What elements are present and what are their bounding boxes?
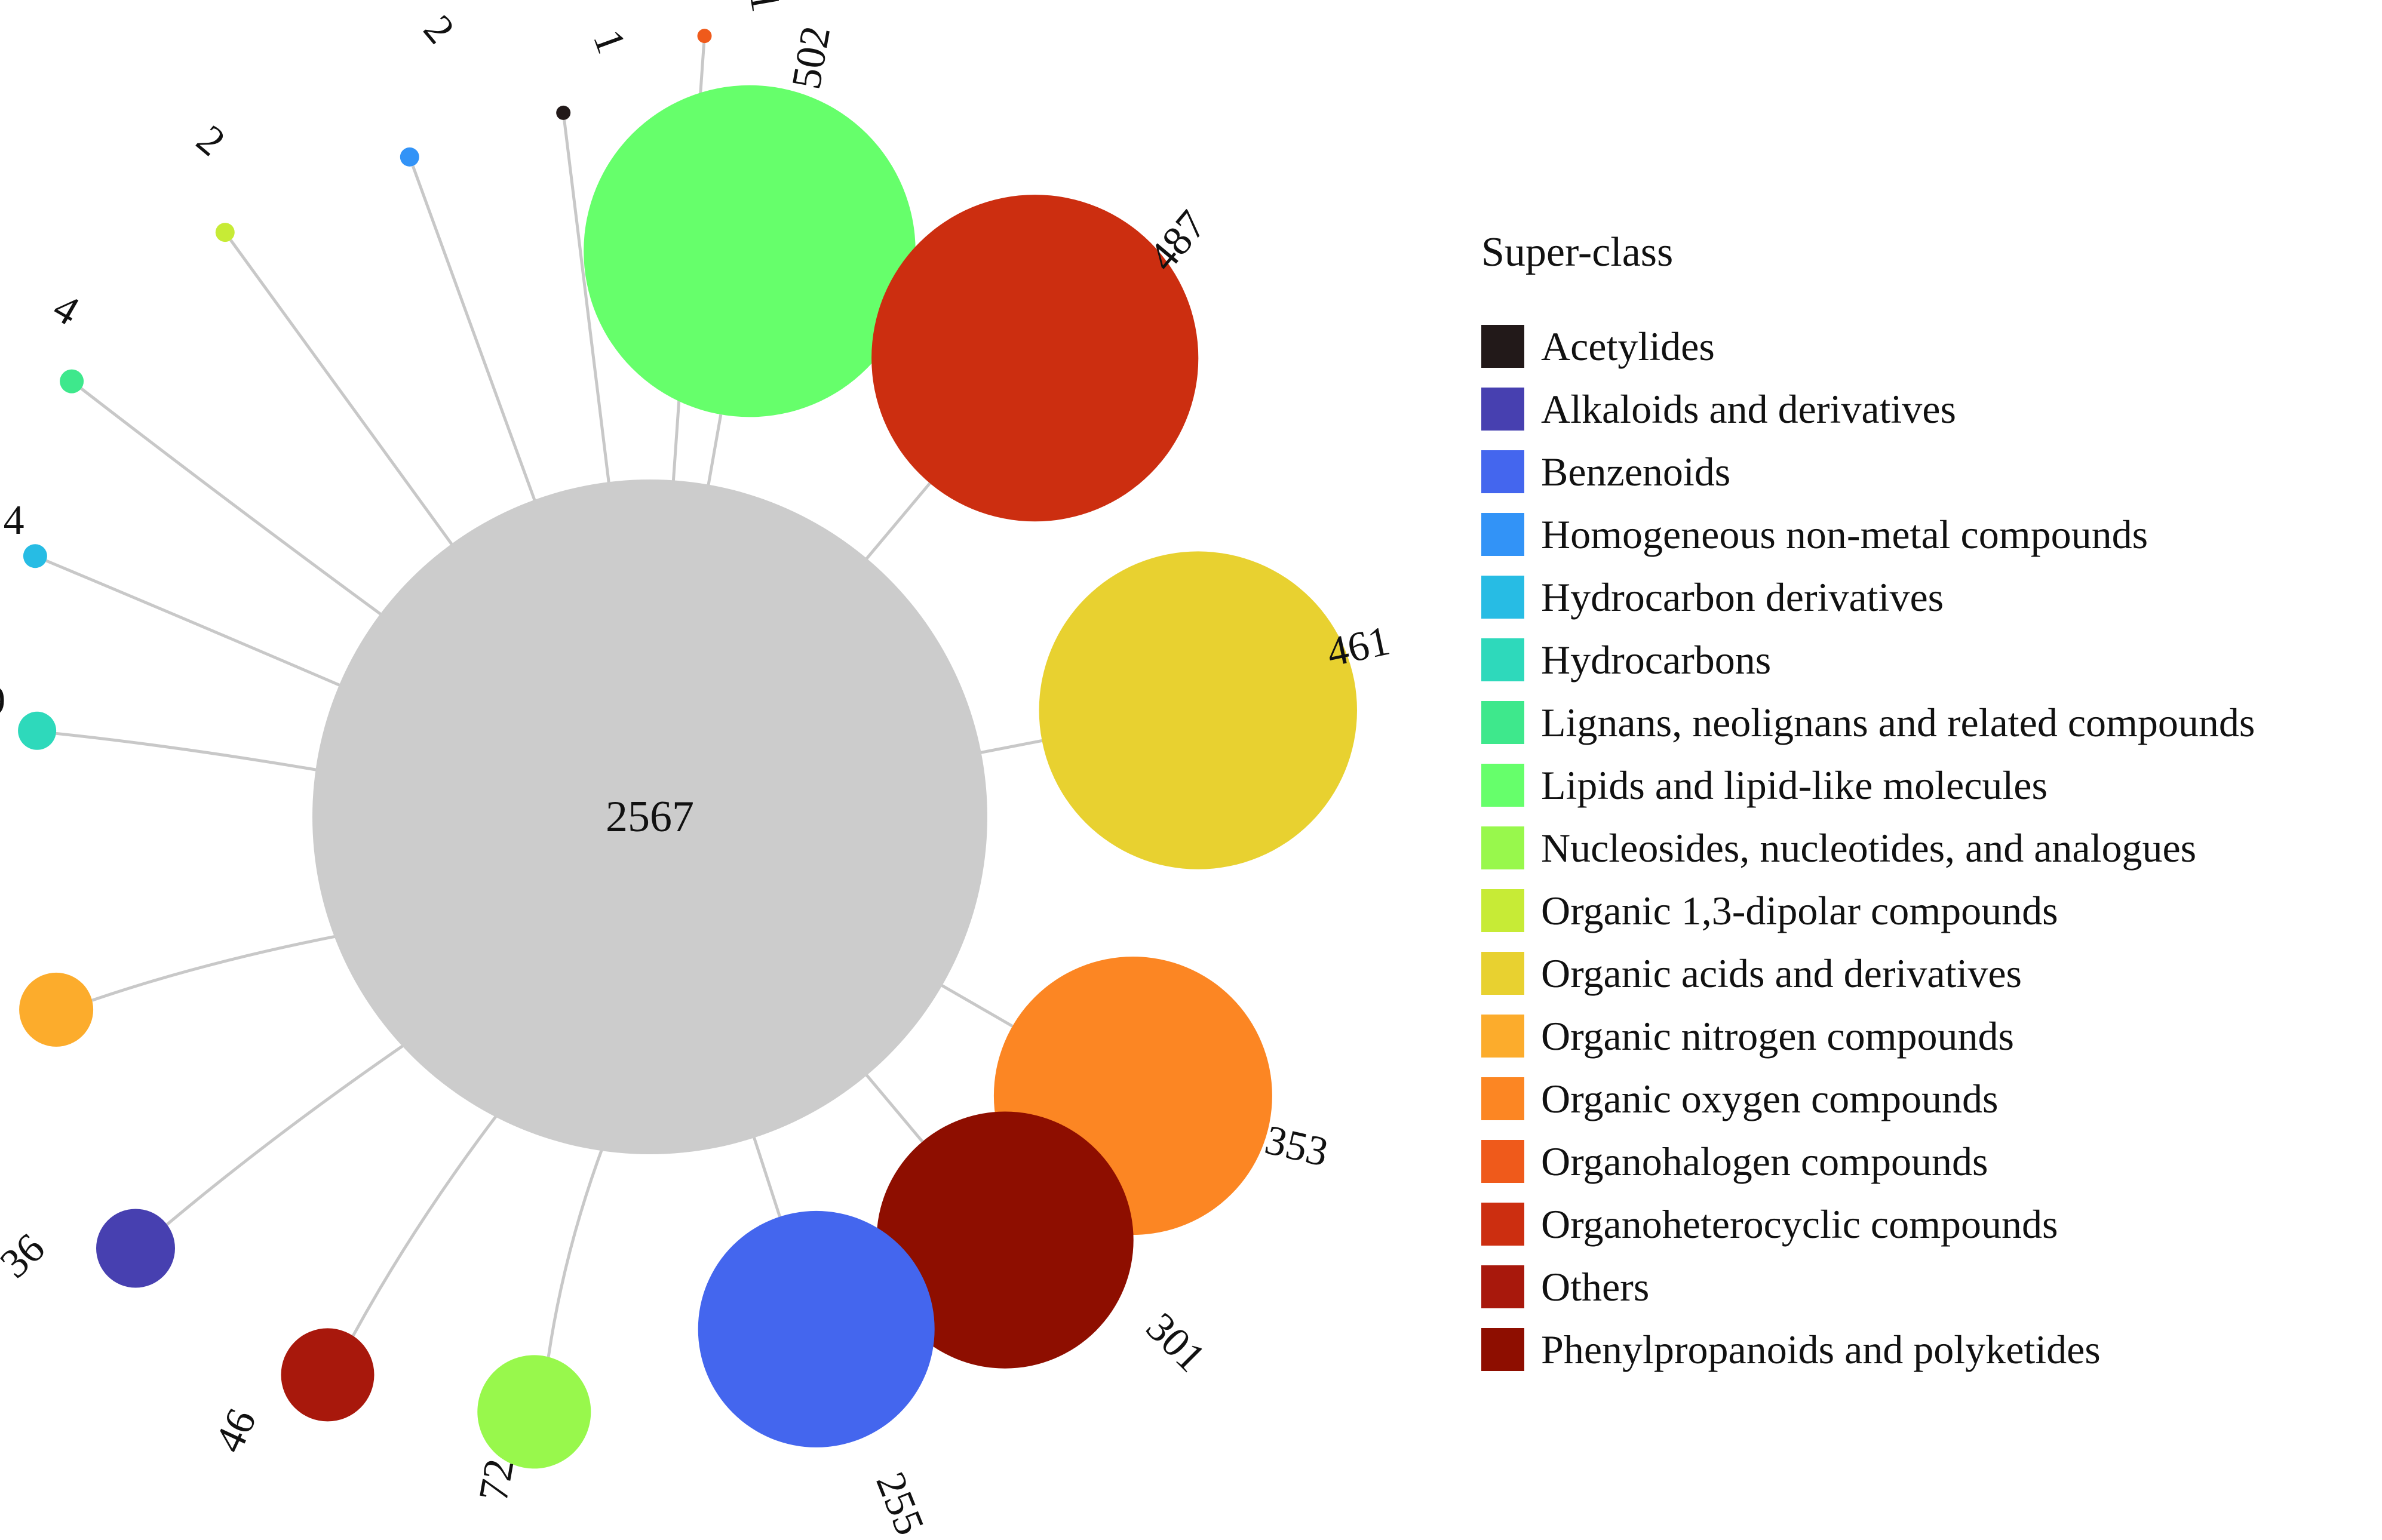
bubble-label-12: 4 bbox=[45, 284, 87, 334]
legend-label-12: Organic oxygen compounds bbox=[1541, 1076, 1999, 1121]
legend-label-9: Organic 1,3-dipolar compounds bbox=[1541, 888, 2058, 933]
bubble-label-3: 353 bbox=[1261, 1117, 1333, 1176]
legend-swatch-11 bbox=[1481, 1015, 1524, 1058]
legend-swatch-13 bbox=[1481, 1140, 1524, 1183]
legend-swatch-8 bbox=[1481, 826, 1524, 869]
bubble-6 bbox=[477, 1355, 591, 1469]
link-15 bbox=[563, 119, 612, 490]
bubble-label-0: 502 bbox=[783, 23, 839, 93]
bubble-11 bbox=[23, 544, 47, 568]
bubble-14 bbox=[400, 147, 419, 167]
legend-swatch-5 bbox=[1481, 638, 1524, 681]
legend-label-15: Others bbox=[1541, 1264, 1649, 1310]
link-6 bbox=[547, 1143, 606, 1357]
legend-swatch-0 bbox=[1481, 325, 1524, 368]
legend-label-3: Homogeneous non-metal compounds bbox=[1541, 512, 2148, 557]
bubble-15 bbox=[556, 105, 571, 120]
legend-label-11: Organic nitrogen compounds bbox=[1541, 1013, 2014, 1059]
link-1 bbox=[861, 482, 931, 565]
link-3 bbox=[935, 980, 1014, 1028]
legend-label-13: Organohalogen compounds bbox=[1541, 1139, 1988, 1184]
bubble-7 bbox=[281, 1328, 375, 1422]
bubble-13 bbox=[215, 223, 235, 242]
link-4 bbox=[861, 1068, 924, 1143]
link-13 bbox=[229, 239, 458, 551]
bubble-label-11: 4 bbox=[4, 497, 24, 543]
link-14 bbox=[411, 165, 539, 508]
legend-swatch-10 bbox=[1481, 952, 1524, 995]
legend-swatch-2 bbox=[1481, 450, 1524, 493]
link-0 bbox=[705, 414, 723, 492]
bubble-16 bbox=[697, 29, 712, 44]
link-11 bbox=[45, 559, 346, 690]
bubble-9 bbox=[19, 972, 94, 1047]
legend-swatch-12 bbox=[1481, 1077, 1524, 1120]
bubble-label-7: 46 bbox=[206, 1402, 265, 1459]
legend-swatch-15 bbox=[1481, 1265, 1524, 1308]
bubble-1 bbox=[871, 195, 1199, 522]
legend-swatch-14 bbox=[1481, 1203, 1524, 1246]
legend-swatch-7 bbox=[1481, 764, 1524, 807]
bubble-label-5: 255 bbox=[867, 1466, 933, 1540]
center-layer: 2567 bbox=[312, 479, 987, 1154]
center-bubble-label: 2567 bbox=[606, 792, 694, 841]
legend-swatch-6 bbox=[1481, 701, 1524, 744]
bubble-label-10: 9 bbox=[0, 678, 5, 724]
bubble-label-2: 461 bbox=[1323, 618, 1394, 676]
bubble-4 bbox=[876, 1111, 1134, 1369]
bubble-label-14: 2 bbox=[415, 7, 463, 52]
legend-swatch-3 bbox=[1481, 513, 1524, 556]
legend-label-6: Lignans, neolignans and related compound… bbox=[1541, 700, 2255, 745]
legend-label-5: Hydrocarbons bbox=[1541, 637, 1771, 683]
legend-label-2: Benzenoids bbox=[1541, 449, 1730, 494]
link-12 bbox=[80, 387, 387, 620]
legend-swatch-16 bbox=[1481, 1328, 1524, 1371]
legend-label-8: Nucleosides, nucleotides, and analogues bbox=[1541, 825, 2196, 871]
link-7 bbox=[351, 1110, 501, 1337]
bubble-label-15: 1 bbox=[584, 24, 634, 59]
bubble-label-8: 36 bbox=[0, 1225, 54, 1287]
legend-swatch-9 bbox=[1481, 889, 1524, 932]
link-10 bbox=[56, 731, 323, 773]
link-8 bbox=[165, 1041, 410, 1226]
legend-label-0: Acetylides bbox=[1541, 324, 1715, 369]
bubble-8 bbox=[96, 1209, 175, 1288]
bubble-label-16: 1 bbox=[740, 0, 789, 15]
legend-label-4: Hydrocarbon derivatives bbox=[1541, 574, 1944, 620]
bubble-5 bbox=[698, 1210, 935, 1447]
legend-label-7: Lipids and lipid-like molecules bbox=[1541, 763, 2048, 808]
legend-swatch-4 bbox=[1481, 576, 1524, 619]
bubble-12 bbox=[60, 369, 84, 394]
link-5 bbox=[750, 1130, 781, 1218]
legend-label-10: Organic acids and derivatives bbox=[1541, 951, 2022, 996]
legend-label-16: Phenylpropanoids and polyketides bbox=[1541, 1327, 2101, 1372]
legend-label-14: Organoheterocyclic compounds bbox=[1541, 1201, 2058, 1247]
legend-swatch-1 bbox=[1481, 388, 1524, 431]
legend-title: Super-class bbox=[1481, 229, 1673, 275]
center-bubble bbox=[312, 479, 987, 1154]
nodes-layer bbox=[18, 29, 1357, 1469]
bubble-label-6: 72 bbox=[471, 1456, 523, 1505]
legend-items: Acetylides Alkaloids and derivatives Benze… bbox=[1481, 324, 2255, 1372]
bubble-10 bbox=[18, 711, 57, 750]
bubble-label-4: 301 bbox=[1137, 1304, 1214, 1381]
link-9 bbox=[91, 933, 342, 1002]
legend: Super-class Acetylides Alkaloids and deri… bbox=[1481, 229, 2255, 1372]
link-2 bbox=[974, 739, 1042, 755]
bubble-2 bbox=[1039, 551, 1357, 869]
bubble-0 bbox=[584, 85, 916, 417]
bubble-label-13: 2 bbox=[188, 116, 234, 165]
legend-label-1: Alkaloids and derivatives bbox=[1541, 386, 1956, 432]
